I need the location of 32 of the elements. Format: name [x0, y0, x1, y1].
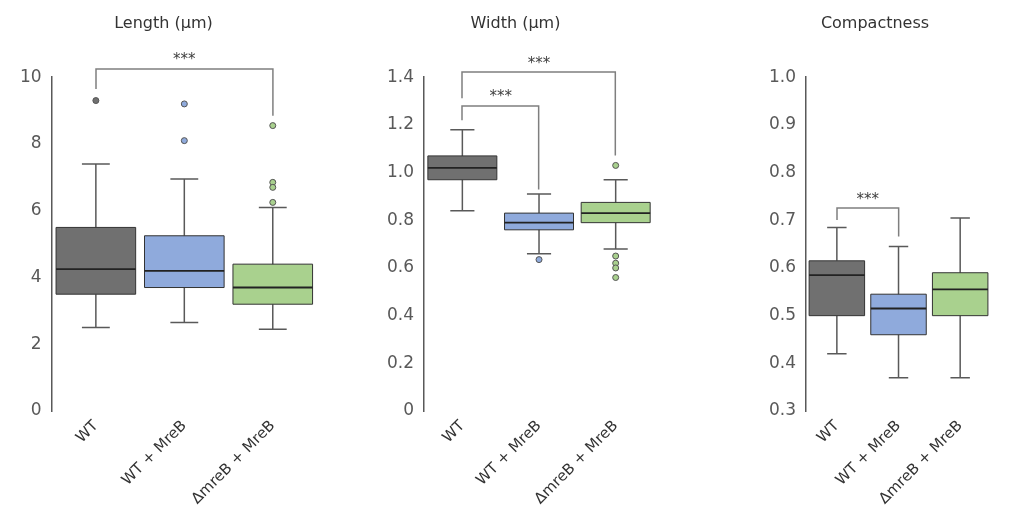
text: *** [527, 53, 551, 72]
y-tick-label: 1.0 [768, 65, 797, 86]
y-tick-label: 1.2 [386, 113, 415, 134]
y-tick-label: 0.4 [768, 351, 797, 372]
annotation: *** [856, 189, 880, 208]
y-tick-label: 0.6 [768, 256, 797, 277]
y-tick-label: 0.6 [386, 256, 415, 277]
y-tick-label: 0 [30, 399, 42, 420]
y-tick-label: 0.8 [768, 161, 797, 182]
y-tick-label: 2 [30, 332, 42, 353]
chart-title: Width (μm) [470, 12, 561, 32]
chart-title: Length (μm) [114, 12, 213, 32]
y-tick-label: 0.3 [768, 399, 797, 420]
y-tick-label: 10 [19, 65, 42, 86]
annotation: *** [489, 87, 513, 106]
y-tick-label: 6 [30, 199, 42, 220]
y-tick-label: 0.7 [768, 208, 797, 229]
y-tick-label: 1.4 [386, 65, 415, 86]
y-tick-label: 1.0 [386, 161, 415, 182]
y-tick-label: 0.2 [386, 351, 415, 372]
y-tick-label: 0.8 [386, 208, 415, 229]
y-tick-label: 0.4 [386, 304, 415, 325]
y-tick-label: 0 [403, 399, 415, 420]
x-tick-label: WT [812, 415, 844, 446]
text: *** [173, 50, 197, 69]
y-tick-label: 0.5 [768, 304, 797, 325]
y-tick-label: 4 [30, 265, 42, 286]
chart-title: Compactness [820, 12, 930, 32]
y-tick-label: 0.9 [768, 113, 797, 134]
y-tick-label: 8 [30, 132, 42, 153]
x-tick-label: WT [71, 415, 103, 446]
x-tick-label: WT [438, 415, 469, 446]
